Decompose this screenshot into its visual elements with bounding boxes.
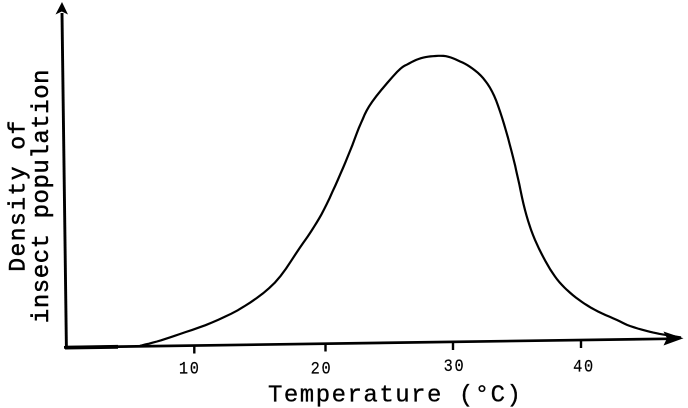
svg-text:Density of: Density of bbox=[6, 119, 32, 272]
svg-text:40: 40 bbox=[573, 357, 595, 377]
svg-text:30: 30 bbox=[444, 357, 466, 377]
svg-text:10: 10 bbox=[179, 359, 201, 379]
svg-text:20: 20 bbox=[311, 359, 333, 379]
svg-text:insect population: insect population bbox=[29, 69, 56, 323]
svg-text:Temperature (°C): Temperature (°C) bbox=[268, 382, 522, 408]
